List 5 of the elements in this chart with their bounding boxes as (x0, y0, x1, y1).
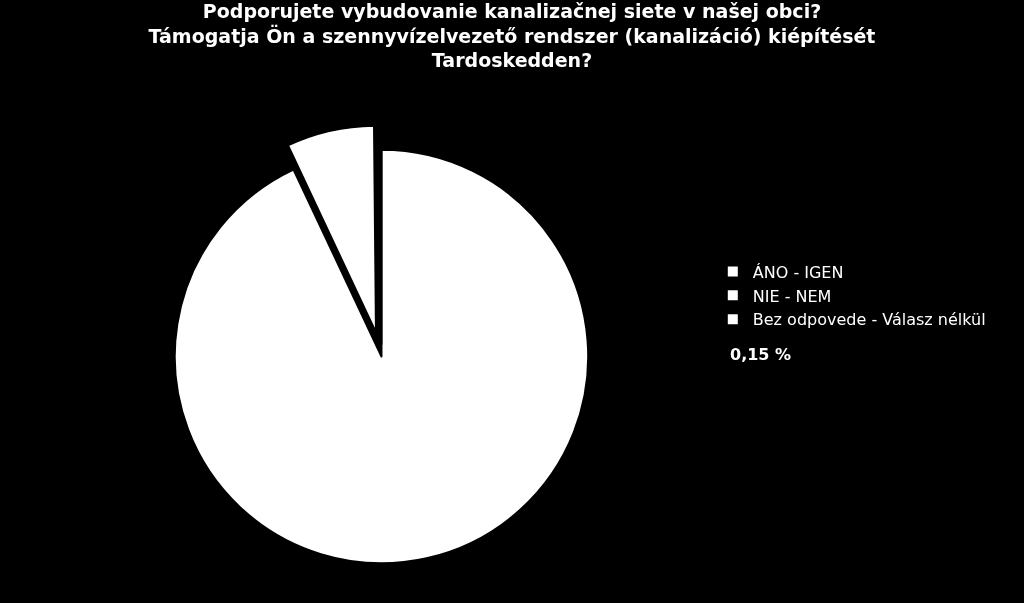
text: 0,15 % (730, 345, 792, 364)
legend-label: ÁNO - IGEN (752, 262, 844, 282)
legend-label: Bez odpovede - Válasz nélkül (752, 310, 986, 330)
legend-label: NIE - NEM (752, 286, 832, 306)
chart-title: Podporujete vybudovanie kanalizačnej siete v našej obci? Támogatja Ön a szennyvízelvezető rendszer (kanalizáció) kiépítését Tardoskedden? (148, 0, 876, 72)
